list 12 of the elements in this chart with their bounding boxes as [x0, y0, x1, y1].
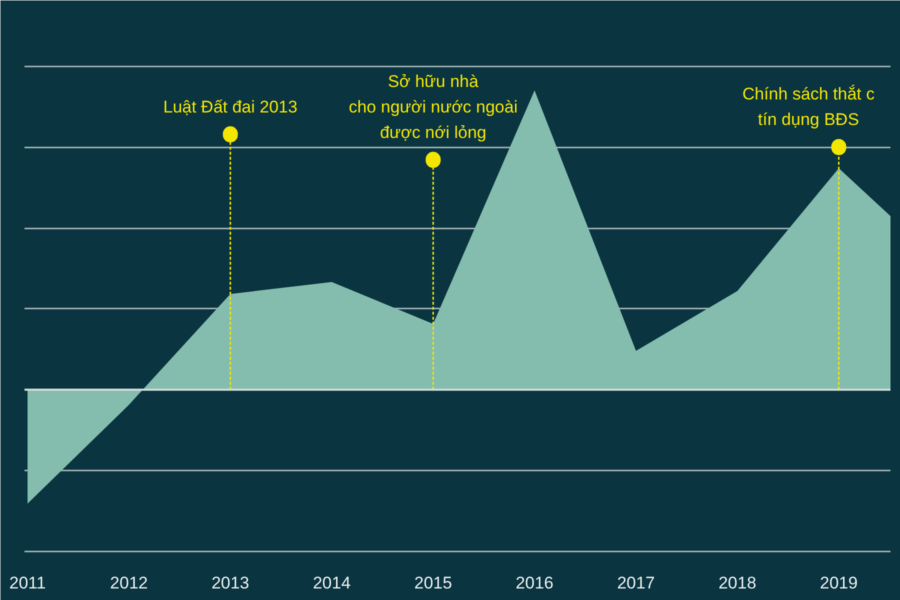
ref-line-label: Chính sách thắt c tín dụng BĐS — [742, 84, 876, 130]
x-tick-label: 2012 — [110, 574, 148, 592]
x-tick-label: 2014 — [312, 574, 351, 592]
ref-line-label: Luật Đất đai 2013 — [163, 97, 298, 116]
x-tick-label: 2019 — [820, 574, 858, 592]
x-tick-label: 2018 — [718, 574, 756, 592]
x-tick-label: 2011 — [9, 574, 46, 592]
ref-line-label: Sở hữu nhà cho người nước ngoài được nới lỏng — [348, 72, 518, 142]
x-tick-label: 2015 — [414, 574, 452, 592]
x-tick-label: 2016 — [516, 574, 554, 592]
x-tick-label: 2013 — [211, 574, 250, 592]
x-tick-label: 2017 — [617, 574, 655, 592]
